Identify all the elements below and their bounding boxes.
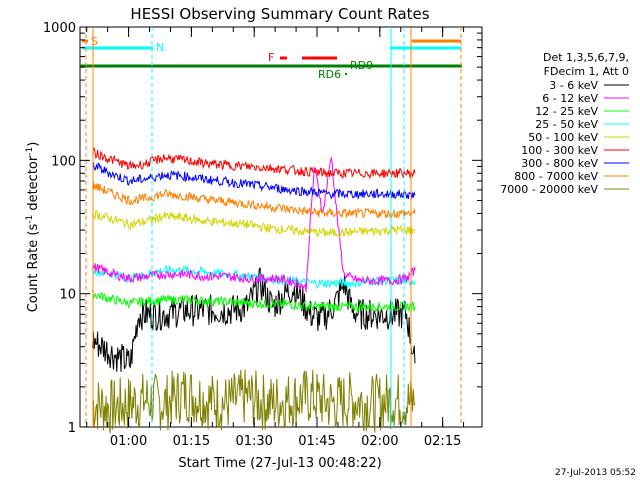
legend-label: 12 - 25 keV [535, 105, 598, 118]
series-line-4 [92, 209, 416, 239]
boundary-lines [85, 27, 462, 427]
x-tick-label: 01:15 [173, 434, 210, 449]
series-line-6 [92, 162, 416, 200]
legend-label: 300 - 800 keV [521, 157, 598, 170]
flags-layer: S N F RD9 RD6 [80, 35, 462, 81]
x-tick-label: 02:15 [424, 434, 461, 449]
series-layer [92, 147, 416, 434]
series-line-1 [92, 156, 416, 293]
y-axis-label-part1: Count Rate (s [26, 224, 41, 313]
plot-frame [79, 26, 483, 428]
footer-timestamp: 27-Jul-2013 05:52 [555, 468, 636, 478]
axes-layer: 1 10 100 1000 01:00 01:15 01:30 01:45 02:00 02:15 [43, 21, 482, 449]
series-line-2 [92, 289, 416, 313]
flag-label-rd6: RD6 [318, 68, 341, 81]
y-axis-label-part3: ) [26, 142, 41, 147]
x-tick-label: 01:30 [235, 434, 272, 449]
legend-label: 25 - 50 keV [535, 118, 598, 131]
y-axis-label: Count Rate (s-1 detector-1) [25, 142, 41, 313]
x-tick-label: 02:00 [361, 434, 398, 449]
x-tick-label: 01:45 [298, 434, 335, 449]
flag-label-rd9: RD9 [350, 59, 373, 72]
x-tick-label: 01:00 [110, 434, 147, 449]
flag-label-f: F [268, 51, 274, 64]
y-tick-label: 1 [68, 421, 76, 436]
y-tick-label: 1000 [43, 21, 76, 36]
series-line-0 [92, 267, 416, 372]
legend-label: 3 - 6 keV [549, 79, 598, 92]
legend-header-line1: Det 1,3,5,6,7,9, [543, 51, 629, 64]
series-line-8 [92, 369, 416, 434]
chart-title: HESSI Observing Summary Count Rates [130, 5, 429, 23]
flag-label-s: S [91, 35, 98, 48]
legend-label: 100 - 300 keV [521, 144, 598, 157]
x-axis-label: Start Time (27-Jul-13 00:48:22) [178, 456, 381, 471]
legend-label: 7000 - 20000 keV [500, 183, 598, 196]
series-line-7 [92, 181, 416, 220]
y-axis-label-sup2: -1 [25, 147, 35, 156]
legend-header-line2: FDecim 1, Att 0 [544, 65, 629, 78]
legend: Det 1,3,5,6,7,9, FDecim 1, Att 0 3 - 6 k… [500, 51, 629, 196]
series-line-5 [92, 147, 416, 180]
legend-label: 50 - 100 keV [528, 131, 598, 144]
flag-label-n: N [156, 41, 164, 54]
y-tick-label: 100 [51, 154, 76, 169]
legend-label: 800 - 7000 keV [514, 170, 598, 183]
y-axis-label-sup1: -1 [25, 215, 35, 224]
legend-label: 6 - 12 keV [542, 92, 598, 105]
y-tick-label: 10 [59, 288, 76, 303]
y-axis-label-part2: detector [26, 155, 41, 215]
